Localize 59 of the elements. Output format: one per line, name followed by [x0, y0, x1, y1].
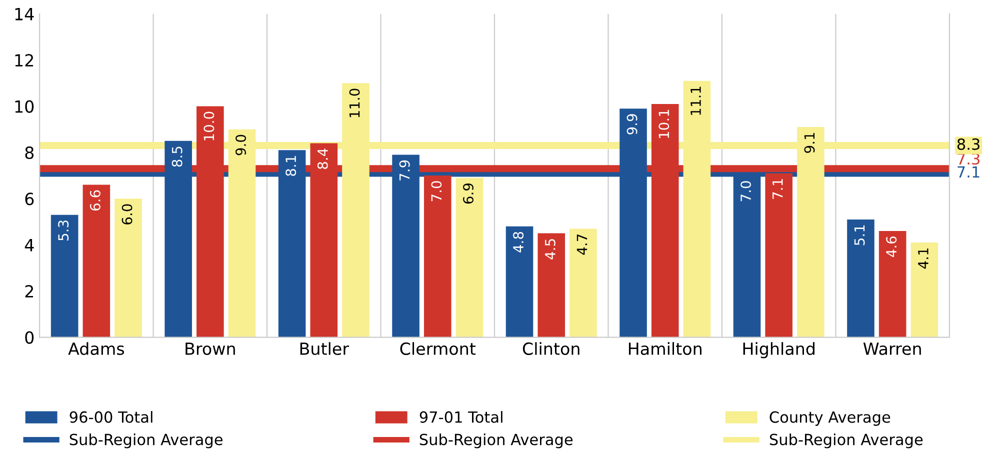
data-label: 9.9: [626, 114, 638, 134]
text: 8.3: [957, 138, 980, 150]
x-tick-label: Butler: [300, 342, 350, 356]
data-label: 8.4: [317, 148, 328, 169]
x-tick-label: Clinton: [522, 342, 580, 356]
y-tick-label: 4: [24, 239, 34, 252]
legend-label: 97-01 Total: [420, 411, 502, 423]
y-tick-label: 12: [15, 54, 34, 66]
x-tick-label: Hamilton: [628, 342, 702, 356]
legend-label: County Average: [770, 411, 890, 426]
text: 7.1: [958, 166, 980, 178]
x-tick-label: Brown: [186, 342, 235, 356]
bar: [538, 233, 566, 338]
bar: [570, 228, 597, 338]
data-label: 4.1: [918, 248, 928, 269]
legend-label: Sub-Region Average: [420, 433, 573, 448]
data-label: 7.0: [431, 181, 442, 202]
data-label: 8.1: [286, 156, 296, 176]
bar: [114, 198, 142, 338]
legend-label: 96-00 Total: [70, 411, 152, 423]
data-label: 4.5: [545, 239, 556, 260]
data-label: 11.0: [349, 88, 360, 118]
data-label: 11.1: [690, 86, 701, 115]
data-label: 9.1: [804, 132, 815, 153]
bar: [506, 226, 534, 338]
legend-label: Sub-Region Average: [70, 433, 222, 448]
bar: [456, 178, 484, 338]
data-label: 5.1: [854, 225, 865, 246]
bar: [82, 184, 110, 338]
y-tick-label: 8: [25, 146, 34, 160]
data-label: 7.1: [772, 179, 783, 199]
data-label: 10.0: [204, 112, 214, 140]
y-tick-label: 10: [15, 100, 34, 113]
data-label: 4.6: [886, 236, 897, 258]
bar: [910, 242, 938, 338]
data-label: 6.0: [122, 204, 132, 224]
data-label: 10.1: [658, 110, 670, 138]
data-label: 7.9: [399, 160, 410, 180]
bar: [847, 219, 874, 338]
data-label: 7.0: [740, 181, 752, 202]
data-label: 6.6: [90, 190, 100, 211]
bar: [424, 176, 452, 338]
data-label: 6.9: [463, 183, 474, 204]
bar: [878, 231, 906, 338]
data-label: 4.7: [576, 234, 588, 255]
data-label: 4.8: [513, 232, 524, 252]
x-tick-label: Adams: [68, 342, 124, 356]
y-tick-label: 0: [25, 331, 34, 344]
x-tick-label: Clermont: [400, 342, 476, 356]
data-label: 5.3: [58, 220, 69, 240]
bar: [50, 214, 78, 338]
data-label: 8.5: [172, 146, 182, 167]
data-label: 9.0: [236, 134, 246, 156]
y-tick-label: 6: [25, 192, 34, 206]
x-tick-label: Highland: [743, 342, 814, 358]
legend-label: Sub-Region Average: [770, 433, 923, 448]
y-tick-label: 2: [25, 285, 34, 298]
x-tick-label: Warren: [863, 342, 921, 356]
y-tick-label: 14: [15, 8, 34, 20]
